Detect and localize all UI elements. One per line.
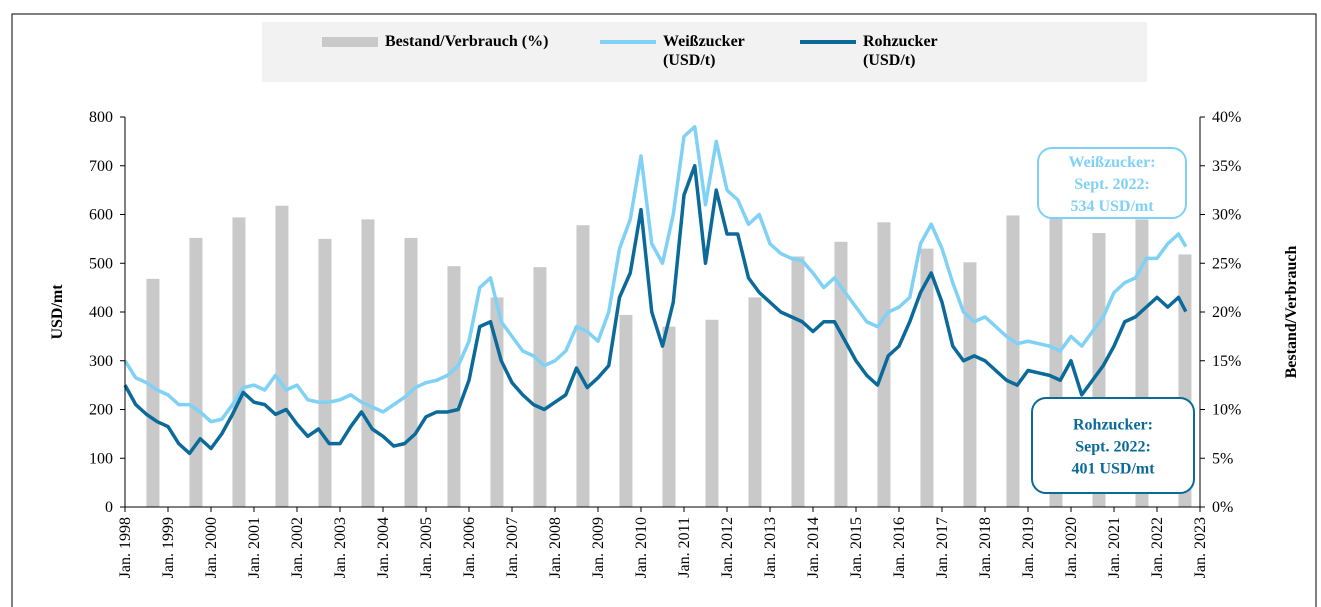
x-tick-label: Jan. 1998 — [117, 517, 134, 578]
x-tick-label: Jan. 2015 — [848, 517, 865, 578]
legend-swatch — [322, 37, 378, 47]
x-tick-label: Jan. 2021 — [1106, 517, 1123, 578]
bar — [576, 225, 590, 507]
bar — [232, 217, 246, 508]
line — [123, 164, 1188, 456]
y-tick-label: 500 — [89, 255, 113, 272]
x-tick-label: Jan. 2003 — [332, 517, 349, 578]
bar — [404, 237, 418, 507]
x-tick-label: Jan. 1999 — [160, 517, 177, 578]
y-tick-label: 600 — [89, 207, 113, 224]
x-tick-label: Jan. 2019 — [1020, 517, 1037, 578]
bar — [920, 248, 934, 507]
y2-tick-label: 0% — [1212, 499, 1233, 516]
y-axis-title: USD/mt — [49, 284, 66, 340]
bar — [318, 238, 332, 507]
x-tick-label: Jan. 2014 — [805, 517, 822, 578]
y-tick-label: 800 — [89, 109, 113, 126]
y-tick-label: 100 — [89, 450, 113, 467]
bar — [791, 256, 805, 507]
x-tick-label: Jan. 2011 — [676, 517, 693, 578]
x-tick-label: Jan. 2023 — [1192, 517, 1209, 578]
legend-box — [262, 22, 1147, 82]
line — [123, 125, 1188, 424]
bar — [189, 237, 203, 507]
x-tick-label: Jan. 2007 — [504, 517, 521, 578]
y2-tick-label: 15% — [1212, 353, 1241, 370]
x-tick-label: Jan. 2008 — [547, 517, 564, 578]
bar — [533, 267, 547, 507]
bar — [447, 266, 461, 507]
y-tick-label: 700 — [89, 158, 113, 175]
legend-label: Rohzucker (USD/t) — [863, 33, 938, 69]
x-tick-label: Jan. 2006 — [461, 517, 478, 578]
y-tick-label: 400 — [89, 304, 113, 321]
bar — [1006, 215, 1020, 507]
annotation-box — [1037, 147, 1187, 219]
y2-tick-label: 5% — [1212, 450, 1233, 467]
bar — [361, 219, 375, 507]
x-tick-label: Jan. 2009 — [590, 517, 607, 578]
x-tick-label: Jan. 2005 — [418, 517, 435, 578]
annotation-text: 534 USD/mt — [1070, 198, 1154, 215]
annotation-text: Rohzucker: — [1073, 417, 1153, 434]
y-tick-label: 300 — [89, 353, 113, 370]
annotation-text: Sept. 2022: — [1075, 439, 1151, 456]
legend-label: Bestand/Verbrauch (%) — [385, 33, 549, 50]
annotation-text: Weißzucker: — [1068, 154, 1155, 171]
annotation-text: 401 USD/mt — [1071, 461, 1155, 478]
y2-tick-label: 35% — [1212, 158, 1241, 175]
y2-axis-title: Bestand/Verbrauch — [1283, 246, 1300, 379]
bar — [662, 326, 676, 507]
bar — [705, 319, 719, 507]
legend-label: Weißzucker (USD/t) — [663, 33, 745, 69]
x-tick-label: Jan. 2017 — [934, 517, 951, 578]
x-tick-label: Jan. 2000 — [203, 517, 220, 578]
bar — [275, 205, 289, 507]
annotation-text: Sept. 2022: — [1074, 176, 1150, 193]
y2-tick-label: 25% — [1212, 255, 1241, 272]
bar — [748, 297, 762, 507]
annotation-box — [1031, 397, 1195, 494]
x-tick-label: Jan. 2016 — [891, 517, 908, 578]
y2-tick-label: 20% — [1212, 304, 1241, 321]
bar — [490, 297, 504, 507]
x-tick-label: Jan. 2010 — [633, 517, 650, 578]
x-tick-label: Jan. 2018 — [977, 517, 994, 578]
frame — [11, 13, 1317, 607]
x-tick-label: Jan. 2004 — [375, 517, 392, 578]
x-tick-label: Jan. 2001 — [246, 517, 263, 578]
y2-tick-label: 10% — [1212, 402, 1241, 419]
bar — [619, 314, 633, 507]
bar — [834, 241, 848, 508]
x-tick-label: Jan. 2002 — [289, 517, 306, 578]
x-tick-label: Jan. 2012 — [719, 517, 736, 578]
x-tick-label: Jan. 2022 — [1149, 517, 1166, 578]
y2-tick-label: 30% — [1212, 207, 1241, 224]
x-tick-label: Jan. 2013 — [762, 517, 779, 578]
y-tick-label: 200 — [89, 402, 113, 419]
x-tick-label: Jan. 2020 — [1063, 517, 1080, 578]
bar — [146, 278, 160, 507]
y-tick-label: 0 — [105, 499, 113, 516]
y2-tick-label: 40% — [1212, 109, 1241, 126]
bar — [963, 262, 977, 507]
